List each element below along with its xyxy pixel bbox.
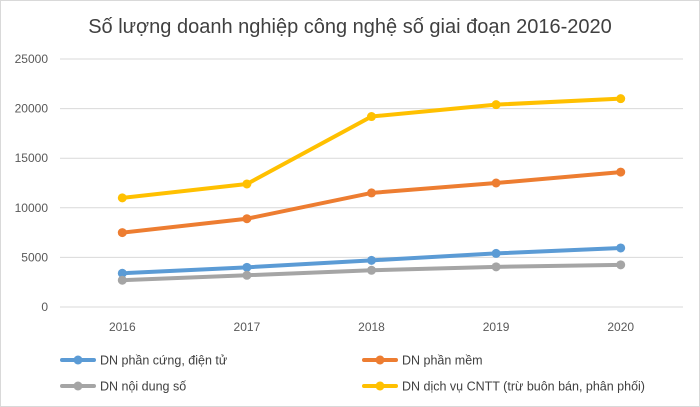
legend-marker [375,381,385,391]
data-point [117,193,127,203]
legend-label: DN nội dung số [100,380,186,394]
x-tick-label: 2017 [234,320,261,334]
y-tick-label: 25000 [15,52,49,66]
legend-label: DN phần cứng, điện tử [100,354,227,368]
data-point [242,214,252,224]
y-tick-label: 5000 [21,250,48,264]
data-point [616,167,626,177]
legend-marker [375,355,385,365]
y-tick-label: 20000 [15,102,49,116]
data-point [242,262,252,272]
x-tick-label: 2020 [607,320,634,334]
data-point [491,262,501,272]
data-point [491,178,501,188]
legend-label: DN dịch vụ CNTT (trừ buôn bán, phân phối… [402,380,645,394]
legend-label: DN phần mềm [402,354,483,368]
data-point [491,100,501,110]
y-tick-label: 15000 [15,151,49,165]
data-point [491,248,501,258]
chart-title: Số lượng doanh nghiệp công nghệ số giai … [88,16,612,38]
data-point [117,275,127,285]
data-point [616,260,626,270]
data-point [117,228,127,238]
data-point [117,268,127,278]
series-line [120,170,623,235]
y-tick-label: 0 [41,300,48,314]
data-point [616,94,626,104]
data-point [367,265,376,275]
data-point [367,188,376,198]
x-tick-label: 2019 [483,320,510,334]
data-point [616,243,626,253]
y-tick-label: 10000 [15,201,49,215]
x-tick-label: 2016 [109,320,136,334]
x-tick-label: 2018 [358,320,385,334]
legend-marker [73,355,83,365]
data-point [367,112,376,122]
legend-marker [73,381,83,391]
data-point [242,179,252,189]
data-point [367,255,376,265]
data-point [242,270,252,280]
